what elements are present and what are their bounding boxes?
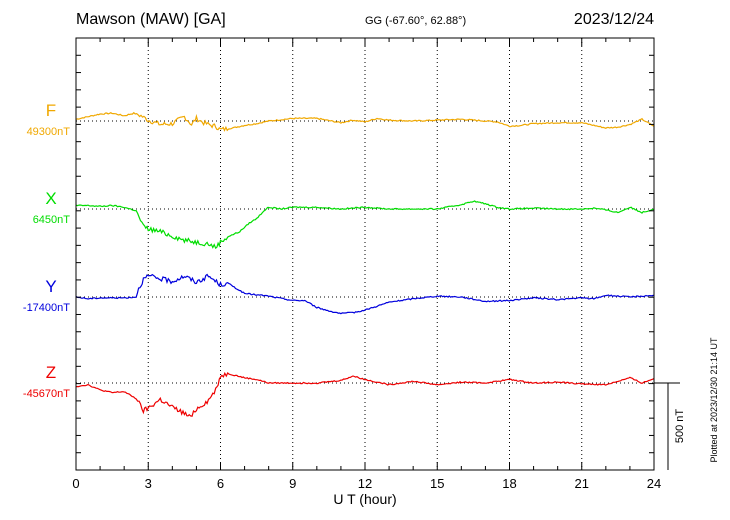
series-name-f: F	[46, 101, 56, 120]
chart-title: Mawson (MAW) [GA]	[76, 11, 226, 28]
x-tick-label: 21	[575, 476, 589, 491]
x-tick-label: 18	[502, 476, 516, 491]
series-labels: F 49300nT X 6450nT Y -17400nT Z -45670nT	[23, 101, 70, 400]
x-axis-label: U T (hour)	[333, 491, 396, 507]
series-name-x: X	[45, 189, 56, 208]
series-baseline-z: -45670nT	[23, 388, 70, 400]
x-tick-label: 12	[358, 476, 372, 491]
series-name-y: Y	[45, 277, 56, 296]
grid	[147, 38, 583, 470]
station-coordinates: GG (-67.60°, 62.88°)	[365, 15, 466, 27]
baselines	[76, 120, 654, 384]
series-line-z	[75, 371, 655, 417]
series-baseline-y: -17400nT	[23, 302, 70, 314]
chart-date: 2023/12/24	[574, 11, 654, 28]
series-baseline-f: 49300nT	[27, 126, 71, 138]
series-line-f	[75, 111, 655, 132]
x-tick-label: 15	[430, 476, 444, 491]
x-tick-label: 6	[217, 476, 224, 491]
x-tick-label: 24	[647, 476, 661, 491]
series-line-y	[75, 273, 655, 315]
x-tick-label: 9	[289, 476, 296, 491]
axis-ticks: 0 3 6 9 12 15 18 21 24	[72, 37, 661, 491]
series-line-x	[75, 200, 655, 250]
plotted-note: Plotted at 2023/12/30 21:14 UT	[709, 337, 719, 463]
series-lines	[75, 111, 655, 417]
x-tick-label: 0	[72, 476, 79, 491]
series-name-z: Z	[46, 363, 56, 382]
scale-bar: 500 nT	[654, 382, 686, 470]
series-baseline-x: 6450nT	[33, 214, 71, 226]
x-tick-label: 3	[145, 476, 152, 491]
scale-bar-label: 500 nT	[674, 409, 686, 444]
